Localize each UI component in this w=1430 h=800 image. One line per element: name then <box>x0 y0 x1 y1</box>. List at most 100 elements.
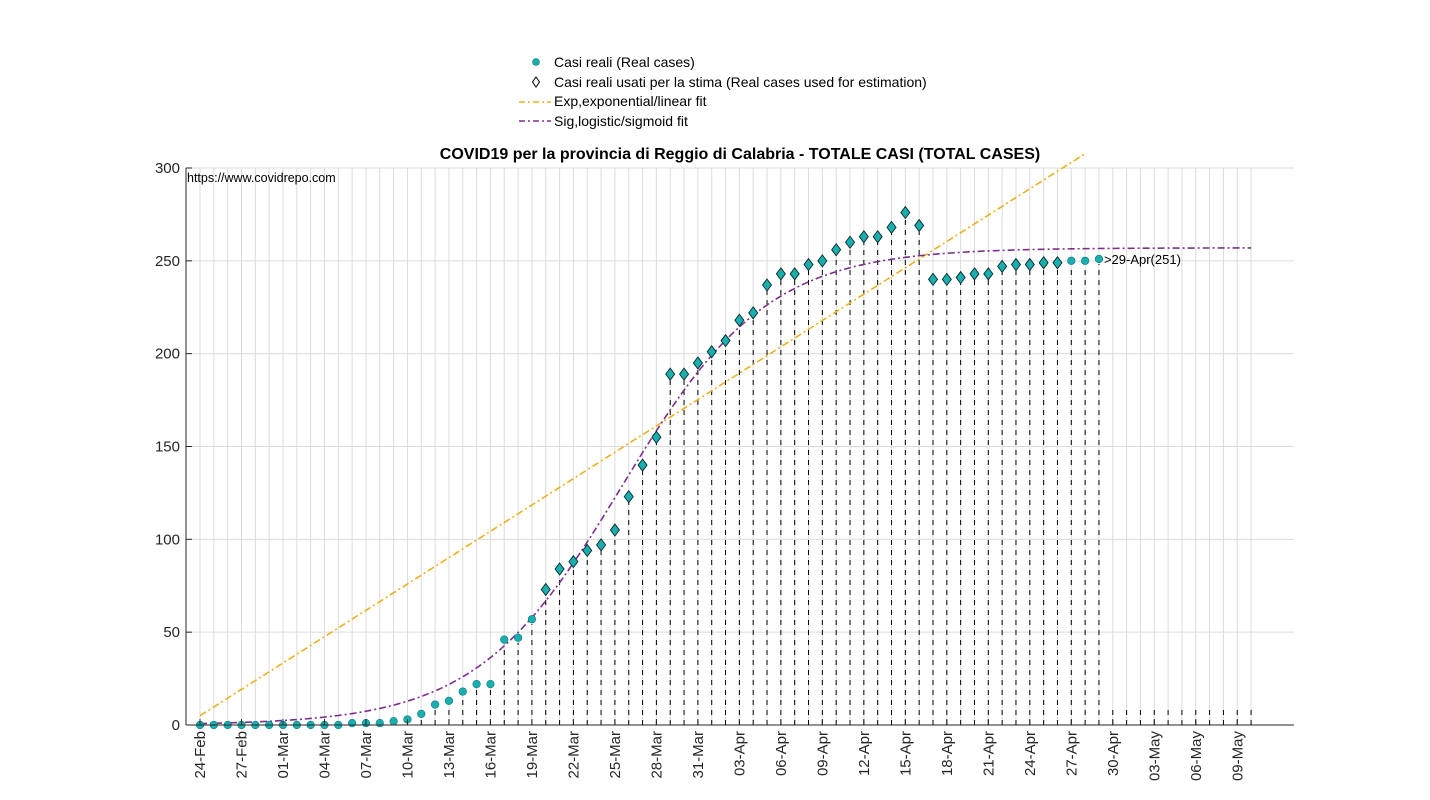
data-point <box>389 717 398 726</box>
data-point-diamond <box>734 313 745 327</box>
x-tick-label: 22-Mar <box>565 731 582 779</box>
x-tick-label: 13-Mar <box>441 731 458 779</box>
x-tick-label: 15-Apr <box>897 731 914 776</box>
data-point <box>1067 256 1076 265</box>
data-point <box>527 615 537 624</box>
data-point-diamond <box>554 562 565 576</box>
data-point-diamond <box>678 367 690 381</box>
y-tick-labels: 0 50 100 150 200 250 300 <box>155 160 180 734</box>
x-tick-label: 03-May <box>1146 731 1163 782</box>
y-tick-label: 100 <box>155 531 180 548</box>
x-tick-label: 19-Mar <box>524 731 541 779</box>
x-tick-label: 01-Mar <box>275 731 292 779</box>
data-point <box>375 719 384 728</box>
y-tick-label: 300 <box>155 160 180 177</box>
x-tick-label: 27-Feb <box>233 731 250 779</box>
x-tick-label: 31-Mar <box>690 731 707 779</box>
legend: Casi reali (Real cases) Casi reali usati… <box>519 54 927 129</box>
data-point-diamond <box>609 523 620 537</box>
x-tick-label: 27-Apr <box>1063 731 1080 776</box>
x-tick-label: 24-Feb <box>192 731 209 779</box>
legend-item-real-cases: Casi reali (Real cases) <box>532 54 695 70</box>
data-point-diamond <box>568 554 579 569</box>
data-point-diamond <box>844 235 856 250</box>
data-point <box>444 696 454 705</box>
x-tick-label: 09-May <box>1229 731 1246 782</box>
data-point-diamond <box>582 543 593 558</box>
x-tick-label: 03-Apr <box>731 731 748 776</box>
data-point-diamond <box>761 278 773 292</box>
data-point <box>1094 254 1104 264</box>
data-point-diamond <box>720 333 731 348</box>
data-point-diamond <box>831 242 842 257</box>
data-point <box>472 680 481 689</box>
data-point-diamond <box>900 205 911 220</box>
x-tick-label: 06-May <box>1188 731 1205 782</box>
data-point-diamond <box>540 582 551 597</box>
legend-circle-marker <box>532 58 540 66</box>
y-tick-label: 0 <box>172 717 180 734</box>
data-point <box>1081 256 1090 265</box>
x-tick-label: 09-Apr <box>814 731 831 776</box>
legend-label-sig-fit: Sig,logistic/sigmoid fit <box>554 113 688 129</box>
x-tick-label: 30-Apr <box>1105 731 1122 776</box>
legend-item-sig-fit: Sig,logistic/sigmoid fit <box>519 113 688 129</box>
legend-item-exp-fit: Exp,exponential/linear fit <box>519 93 707 109</box>
data-point <box>513 633 523 642</box>
data-point <box>486 680 495 689</box>
legend-label-real-cases: Casi reali (Real cases) <box>554 54 695 70</box>
data-point <box>458 687 467 696</box>
data-point-diamond <box>623 489 634 504</box>
data-point-diamond <box>651 430 662 444</box>
data-point <box>431 700 440 709</box>
legend-label-exp-fit: Exp,exponential/linear fit <box>554 93 707 109</box>
data-point-diamond <box>665 367 676 381</box>
data-point-diamond <box>1024 257 1035 272</box>
x-tick-labels: 24-Feb 27-Feb 01-Mar 04-Mar 07-Mar 10-Mar 13-M… <box>192 731 1246 782</box>
data-point <box>500 635 509 644</box>
x-tick-label: 18-Apr <box>939 731 956 776</box>
data-point-diamond <box>596 538 607 552</box>
last-value-annotation: >29-Apr(251) <box>1104 252 1181 267</box>
data-point-diamond <box>983 267 994 281</box>
data-point-diamond <box>997 259 1008 274</box>
data-point-diamond <box>969 267 980 281</box>
data-point-diamond <box>775 267 786 281</box>
data-point-diamond <box>637 458 648 472</box>
x-tick-label: 12-Apr <box>856 731 873 776</box>
x-tick-label: 04-Mar <box>316 731 333 779</box>
data-point-diamond <box>872 229 883 244</box>
legend-item-estimation-cases: Casi reali usati per la stima (Real case… <box>531 74 927 90</box>
x-tick-label: 07-Mar <box>358 731 375 779</box>
data-point-diamond <box>927 272 939 287</box>
data-point-diamond <box>803 257 814 272</box>
data-markers <box>195 205 1104 730</box>
legend-diamond-marker <box>531 76 541 88</box>
y-tick-label: 200 <box>155 346 180 363</box>
data-point <box>348 719 357 728</box>
stem-lines <box>406 217 1252 725</box>
data-point-diamond <box>886 220 897 235</box>
y-tick-label: 50 <box>163 624 180 641</box>
data-point-diamond <box>941 272 952 287</box>
x-tick-label: 28-Mar <box>648 731 665 779</box>
x-tick-label: 25-Mar <box>607 731 624 779</box>
data-point-diamond <box>1052 255 1063 270</box>
x-tick-label: 21-Apr <box>980 731 997 776</box>
data-point-diamond <box>789 267 800 281</box>
x-tick-label: 24-Apr <box>1022 731 1039 776</box>
data-point-diamond <box>692 356 703 370</box>
exp-fit-line <box>199 152 1086 717</box>
x-tick-label: 10-Mar <box>399 731 416 779</box>
data-point-diamond <box>914 218 925 233</box>
data-point-diamond <box>955 270 966 285</box>
axes <box>185 167 1294 726</box>
x-tick-label: 06-Apr <box>773 731 790 776</box>
data-point-diamond <box>858 229 869 244</box>
source-note: https://www.covidrepo.com <box>187 171 336 185</box>
data-point-diamond <box>1038 255 1049 270</box>
data-point-diamond <box>1010 257 1022 272</box>
data-point <box>417 709 426 718</box>
x-tick-label: 16-Mar <box>482 731 499 779</box>
